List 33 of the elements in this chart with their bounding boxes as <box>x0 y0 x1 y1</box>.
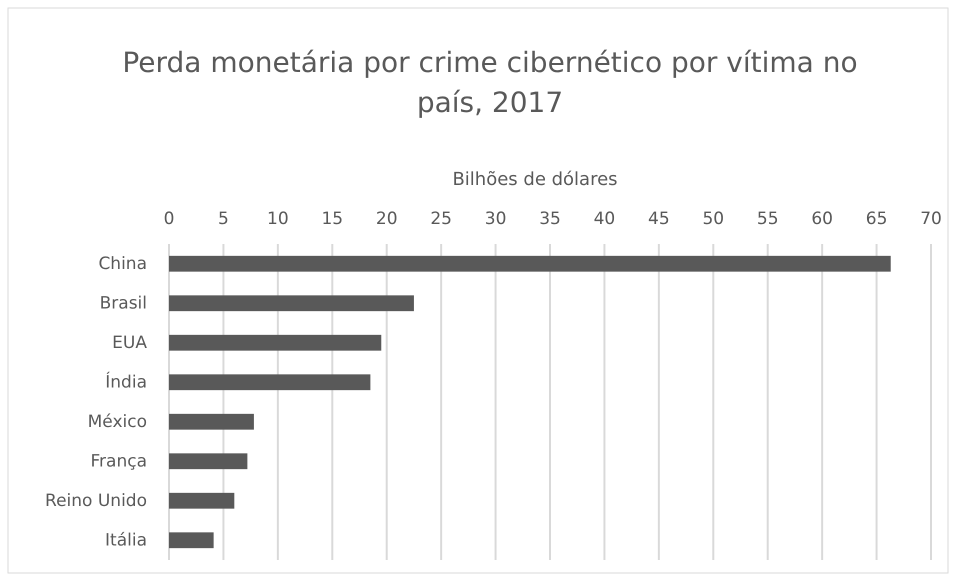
y-tick-label: México <box>88 412 147 432</box>
y-tick-label: EUA <box>112 333 148 354</box>
x-tick-label: 65 <box>866 209 888 229</box>
x-tick-label: 40 <box>594 209 616 229</box>
bar <box>169 256 891 272</box>
x-tick-label: 55 <box>756 209 779 229</box>
bar <box>169 374 370 390</box>
bar <box>169 453 248 470</box>
x-tick-label: 5 <box>218 209 229 229</box>
x-tick-label: 45 <box>648 209 670 229</box>
x-tick-label: 35 <box>539 209 561 229</box>
y-tick-label: China <box>98 254 147 274</box>
bar <box>169 492 234 509</box>
x-tick-label: 20 <box>376 209 398 229</box>
x-tick-label: 60 <box>811 209 833 229</box>
x-tick-label: 70 <box>920 209 942 229</box>
bar <box>169 532 214 548</box>
x-tick-label: 50 <box>702 209 724 229</box>
y-tick-label: França <box>90 452 147 472</box>
x-tick-label: 15 <box>321 209 344 229</box>
bar <box>169 295 414 312</box>
chart-title: Perda monetária por crime cibernético por vítima no país, 2017 <box>122 46 858 119</box>
bar <box>169 334 382 351</box>
x-axis-title: Bilhões de dólares <box>452 169 618 190</box>
x-tick-label: 30 <box>484 209 506 229</box>
x-tick-label: 25 <box>430 209 452 229</box>
x-tick-label: 0 <box>164 209 174 229</box>
x-tick-label: 10 <box>267 209 289 229</box>
y-tick-label: Brasil <box>100 294 147 314</box>
y-tick-label: Índia <box>105 372 147 393</box>
bar <box>169 414 254 430</box>
y-tick-label: Reino Unido <box>45 491 147 512</box>
y-tick-label: Itália <box>105 530 147 551</box>
